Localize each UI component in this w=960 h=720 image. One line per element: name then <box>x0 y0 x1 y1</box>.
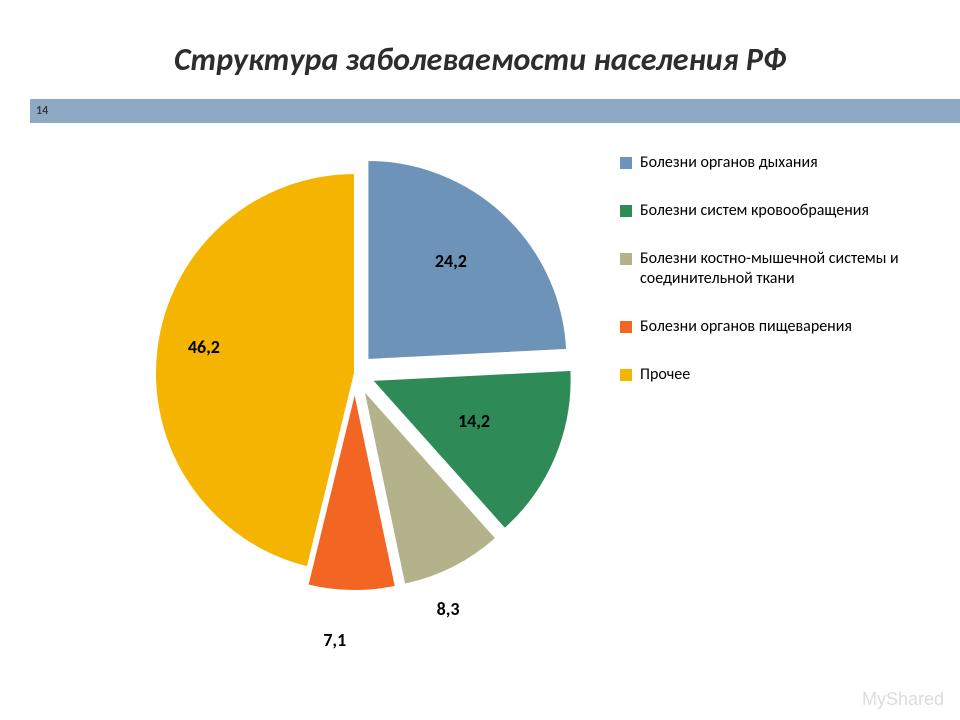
pie-slice-label: 7,1 <box>323 629 346 651</box>
page-title: Структура заболеваемости населения РФ <box>0 0 960 99</box>
legend-label: Прочее <box>640 365 690 385</box>
legend-label: Болезни органов пищеварения <box>640 317 852 337</box>
legend-item: Болезни органов дыхания <box>620 153 920 173</box>
pie-slice-label: 46,2 <box>188 336 220 358</box>
legend-label: Болезни костно-мышечной системы и соедин… <box>640 249 920 289</box>
pie-slice <box>155 173 355 567</box>
slide-number: 14 <box>30 104 48 118</box>
chart-area: 24,214,28,37,146,2 Болезни органов дыхан… <box>0 123 960 643</box>
legend-swatch <box>620 205 632 217</box>
legend-item: Прочее <box>620 365 920 385</box>
legend-swatch <box>620 321 632 333</box>
pie-slice-label: 8,3 <box>437 598 460 620</box>
legend-label: Болезни систем кровообращения <box>640 201 869 221</box>
legend-label: Болезни органов дыхания <box>640 153 818 173</box>
pie-slice-label: 14,2 <box>458 410 490 432</box>
legend-swatch <box>620 157 632 169</box>
legend-swatch <box>620 369 632 381</box>
legend-item: Болезни систем кровообращения <box>620 201 920 221</box>
pie-chart: 24,214,28,37,146,2 <box>135 153 575 593</box>
pie-slice-label: 24,2 <box>435 250 467 272</box>
watermark: MyShared <box>862 689 944 710</box>
pie-slice <box>367 160 567 360</box>
legend-item: Болезни органов пищеварения <box>620 317 920 337</box>
accent-bar: 14 <box>30 99 960 123</box>
legend-item: Болезни костно-мышечной системы и соедин… <box>620 249 920 289</box>
legend: Болезни органов дыхания Болезни систем кр… <box>620 153 920 413</box>
legend-swatch <box>620 253 632 265</box>
